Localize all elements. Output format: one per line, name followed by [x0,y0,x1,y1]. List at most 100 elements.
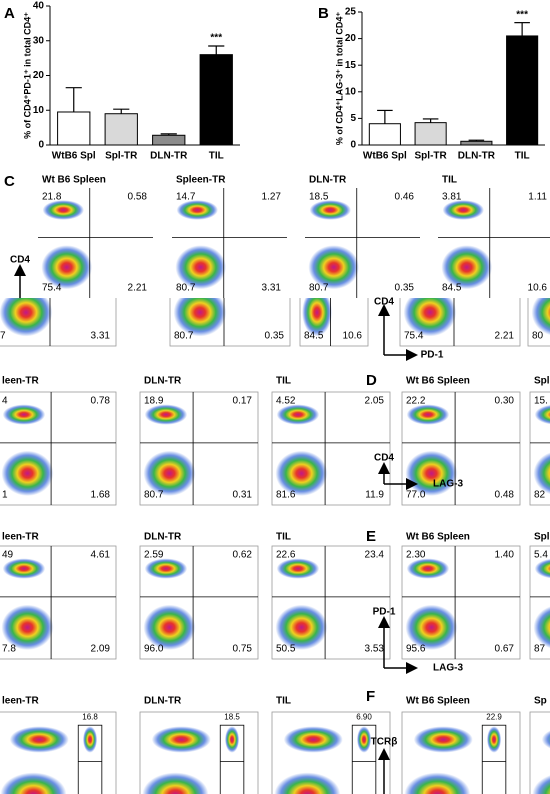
quadrant-value: 3.31 [262,283,282,294]
cell-cluster [2,404,46,425]
quadrant-value: 4 [2,396,8,407]
x-tick-label: Spl-TR [105,151,138,162]
cell-cluster [309,200,351,220]
panel-label: F [366,688,375,705]
quadrant-value: 3.81 [442,192,462,203]
cell-cluster [531,298,550,336]
plot-frame [399,298,521,347]
cell-cluster [534,558,550,579]
quadrant-value: 0.78 [91,396,111,407]
plot-frame [299,298,369,347]
bar [57,111,91,146]
axis-label: CD4 [374,453,394,464]
cell-cluster [276,558,320,579]
quadrant-value: 0.46 [395,192,415,203]
y-tick-label: 15 [345,60,357,71]
plot-title: DLN-TR [144,696,182,707]
plot-frame [139,391,259,506]
axis-label: LAG-3 [433,479,463,490]
plot-frame [529,545,550,660]
panel-label: A [4,5,15,22]
plot-title: leen-TR [2,532,39,543]
quadrant-value: 1.27 [262,192,282,203]
x-tick-label: WtB6 Spl [363,151,407,162]
plot-title: Wt B6 Spleen [406,532,470,543]
quadrant-value: 0.17 [233,396,253,407]
plot-frame [401,711,521,794]
plot-frame [0,711,117,794]
cell-cluster [1,604,54,650]
cell-cluster [356,726,372,753]
y-axis-label: % of CD4⁺PD-1⁺ in total CD4⁺ [22,12,32,139]
quadrant-value: 1.40 [495,550,515,561]
cell-cluster [406,558,450,579]
cell-cluster [405,239,448,261]
cell-cluster [175,245,227,290]
quadrant-value: 10.6 [343,331,363,342]
gate-value: 22.9 [486,713,502,722]
quadrant-value: 81.6 [276,490,296,501]
quadrant-value: 50.5 [276,644,296,655]
axis-label: CD4 [10,255,30,266]
cell-cluster [1,450,54,496]
quadrant-value: 23.4 [365,550,385,561]
plot-frame [139,711,259,794]
quadrant-value: 0.62 [233,550,253,561]
y-tick-label: 25 [345,7,357,18]
y-tick-label: 10 [33,105,45,116]
cell-cluster [224,726,240,753]
y-tick-label: 5 [350,113,356,124]
quadrant-value: 80.7 [174,331,194,342]
significance: *** [210,33,222,44]
quadrant-value: 0.75 [233,644,253,655]
quadrant-value: 0.30 [495,396,515,407]
x-tick-label: Spl-TR [415,151,448,162]
cell-cluster [532,775,550,794]
bar [104,113,138,146]
bar [152,134,186,146]
plot-title: Sp [534,696,547,707]
quadrant-value: 2.30 [406,550,426,561]
panel-label: C [4,173,15,190]
quadrant-value: 3.31 [91,331,111,342]
gate [351,724,377,794]
plot-title: TIL [276,376,291,387]
cell-cluster [283,726,343,753]
quadrant-value: 0.35 [265,331,285,342]
quadrant-value: 1.11 [528,192,547,203]
bar [460,140,493,146]
quadrant-value: 15. [534,396,548,407]
y-tick-label: 30 [33,35,45,46]
significance: *** [516,9,528,20]
cell-cluster [2,558,46,579]
quadrant-value: 4.61 [91,550,111,561]
cell-cluster [441,245,493,290]
cell-cluster [151,726,211,753]
cell-cluster [533,606,550,649]
quadrant-value: 95.6 [406,644,426,655]
gate-value: 18.5 [224,713,240,722]
cell-cluster [442,200,484,220]
quadrant-value: 14.7 [176,192,196,203]
gate [77,724,103,794]
quadrant-value: 80 [532,331,544,342]
plot-title: DLN-TR [144,376,182,387]
x-tick-label: DLN-TR [458,151,496,162]
x-tick-label: WtB6 Spl [52,151,96,162]
x-tick-label: DLN-TR [150,151,188,162]
quadrant-value: 82 [534,490,546,501]
cell-cluster [143,450,196,496]
plot-title: leen-TR [2,376,39,387]
quadrant-value: 2.21 [128,283,148,294]
cropped-row: 7 3.31 80.7 0.35 84.5 10.6 75.4 2.21 80 [0,239,550,347]
plot-title: Wt B6 Spleen [406,376,470,387]
quadrant-value: 96.0 [144,644,164,655]
cell-cluster [0,298,53,337]
cell-cluster [144,558,188,579]
quadrant-value: 3.53 [365,644,385,655]
quadrant-value: 1.68 [91,490,111,501]
quadrant-value: 87 [534,644,546,655]
plot-title: DLN-TR [144,532,182,543]
cell-cluster [41,245,93,290]
quadrant-value: 18.5 [309,192,329,203]
